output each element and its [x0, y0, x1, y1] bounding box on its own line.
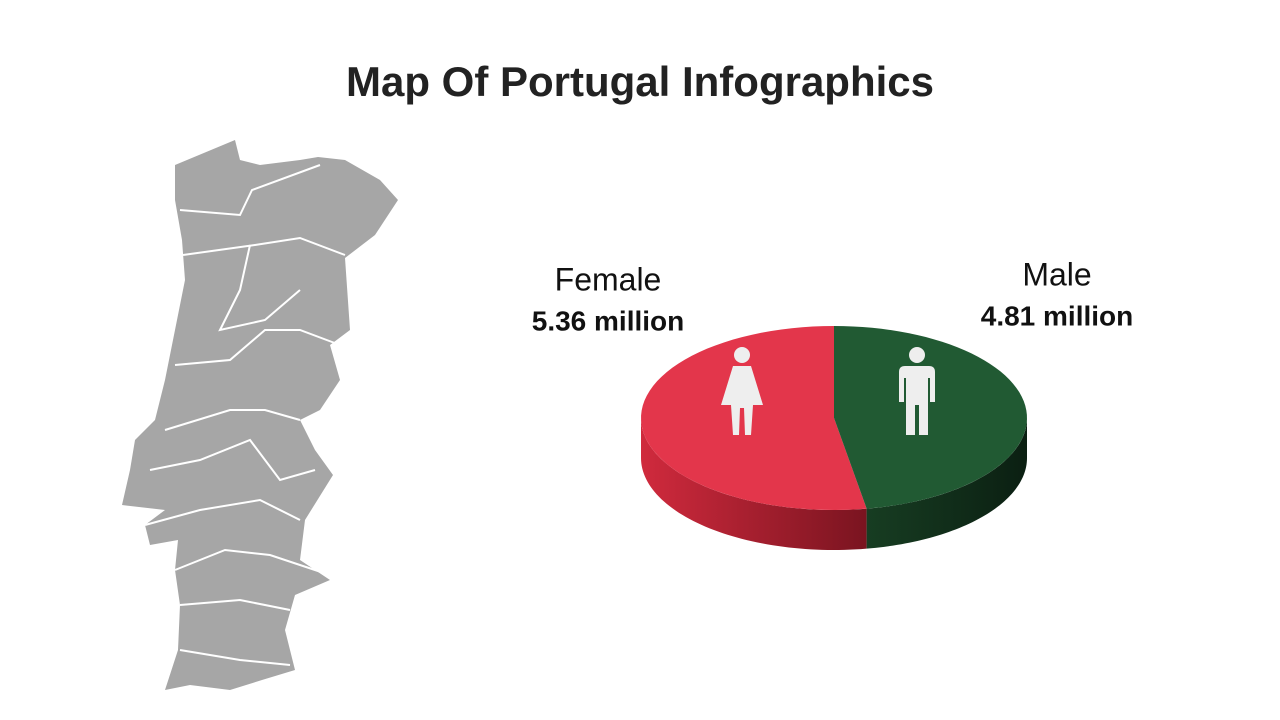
female-icon: [721, 347, 763, 435]
title: Map Of Portugal Infographics: [346, 58, 934, 105]
slice-side: [641, 418, 867, 550]
value-label: 4.81 million: [981, 300, 1134, 331]
slice-label: Male: [1022, 256, 1091, 292]
slice-side: [866, 418, 1027, 549]
slice: [834, 326, 1027, 509]
slice: [641, 326, 867, 510]
pie: [641, 326, 1027, 550]
map: [122, 140, 398, 690]
slice-label: Female: [555, 261, 662, 297]
male-icon: [899, 347, 935, 435]
value-label: 5.36 million: [532, 305, 685, 336]
